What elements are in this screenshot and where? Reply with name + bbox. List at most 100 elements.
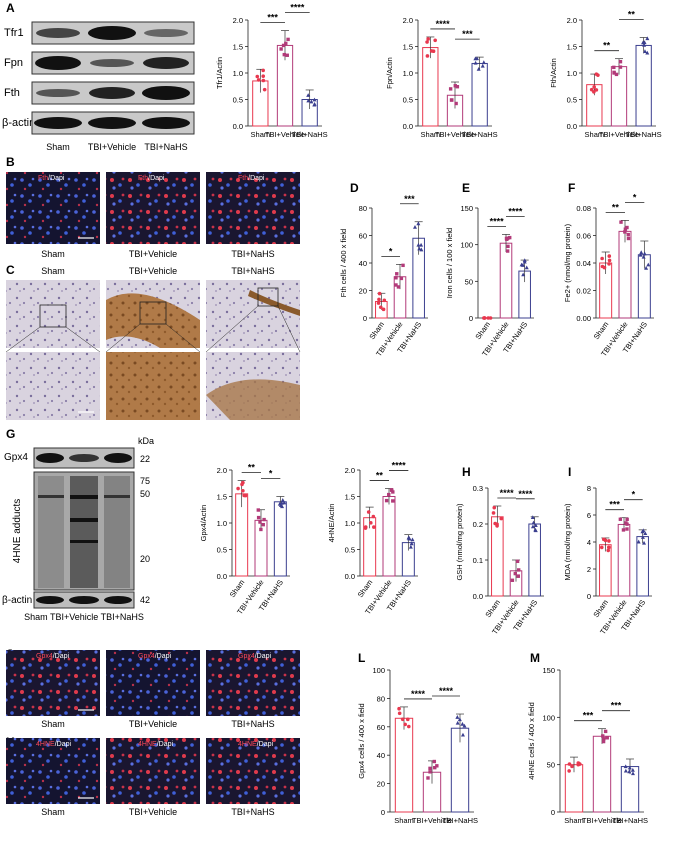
micrograph-sham: [6, 738, 100, 804]
data-point: [261, 74, 266, 78]
data-point: [623, 230, 627, 234]
x-tick-label: TBI+Vehicle: [435, 130, 475, 139]
panel-letter-D: D: [350, 181, 359, 195]
y-tick-label: 150: [460, 204, 473, 213]
micrograph-nahs: [206, 650, 300, 716]
micrograph-row-J: Gpx4/Dapi Gpx4/Dapi Gpx4/Dapi Sham TBI+V…: [6, 650, 300, 729]
bar: [618, 230, 632, 319]
y-tick-label: 40: [359, 259, 367, 268]
data-point: [607, 545, 611, 550]
data-point: [387, 492, 391, 497]
data-point: [462, 723, 467, 728]
data-point: [491, 511, 496, 515]
y-tick-label: 1.0: [567, 69, 577, 78]
chart-A1: 0.0 0.5 1.0 1.5 2.0 Tfr1/Actin ShamTBI+Vehicle…: [215, 3, 328, 139]
data-point: [242, 493, 246, 498]
significance-label: ****: [500, 488, 515, 498]
data-point: [435, 764, 439, 768]
data-point: [505, 249, 510, 253]
data-point: [607, 539, 611, 543]
band: [89, 87, 135, 99]
ihc-lesion: [248, 290, 300, 316]
y-tick-label: 0.04: [576, 259, 591, 268]
micrograph-row-B: Fth/Dapi Fth/Dapi Fth/Dapi Sham TBI+Vehi…: [6, 172, 300, 259]
ihc-low-nahs: [206, 280, 300, 348]
x-tick-label: Sham: [421, 130, 441, 139]
data-point: [480, 63, 485, 68]
y-tick-label: 0.0: [567, 122, 577, 131]
data-point: [280, 498, 285, 502]
data-point: [640, 535, 645, 539]
bar: [491, 516, 504, 597]
data-point: [639, 250, 644, 255]
micrograph-caption: TBI+NaHS: [231, 249, 274, 259]
y-axis-label: Gpx4/Actin: [199, 505, 208, 542]
significance-label: **: [248, 463, 256, 473]
data-point: [416, 242, 421, 247]
bar: [599, 544, 612, 597]
y-tick-label: 20: [377, 780, 385, 789]
stain-label: Fth/Dapi: [138, 175, 165, 182]
micrograph-caption: TBI+NaHS: [231, 719, 274, 729]
chart-A3: 0.0 0.5 1.0 1.5 2.0 Fth/Actin ShamTBI+VehicleT…: [549, 9, 662, 139]
data-point: [460, 732, 465, 737]
data-point: [429, 49, 434, 53]
significance-label: ***: [404, 194, 415, 204]
y-tick-label: 2.0: [345, 466, 355, 475]
data-point: [394, 283, 398, 287]
y-tick-label: 0.02: [576, 287, 591, 296]
data-point: [627, 765, 632, 770]
micrograph-vehicle: [106, 172, 200, 244]
x-tick-label: TBI+NaHS: [462, 130, 498, 139]
micrograph-sham: [6, 650, 100, 716]
bar: [592, 735, 612, 813]
data-point: [397, 706, 401, 711]
data-point: [306, 93, 311, 97]
blot-row-label-fth: Fth: [4, 87, 20, 99]
stain-label: Fth/Dapi: [38, 175, 65, 182]
x-tick-label: TBI+Vehicle: [599, 130, 639, 139]
micrograph-caption: TBI+Vehicle: [129, 249, 177, 259]
y-tick-label: 50: [547, 761, 555, 770]
significance-label: ****: [411, 689, 426, 699]
data-point: [384, 498, 389, 503]
x-tick-label: Sham: [251, 130, 271, 139]
y-tick-label: 0.08: [576, 204, 591, 213]
data-point: [378, 305, 383, 310]
data-point: [600, 256, 604, 261]
micrograph-caption: Sham: [41, 719, 65, 729]
band: [90, 59, 134, 67]
micrograph-caption: TBI+NaHS: [231, 807, 274, 817]
data-point: [642, 251, 647, 256]
x-tick-label: Sham: [564, 816, 584, 825]
y-axis-label: Iron cells / 100 x field: [445, 228, 454, 298]
ihc-caption: Sham: [41, 266, 65, 276]
y-tick-label: 1.5: [233, 43, 243, 52]
blot-group-sham: Sham: [46, 142, 70, 152]
blot-row-label-fpn: Fpn: [4, 57, 23, 69]
panel-letter-M: M: [530, 651, 540, 665]
y-tick-label: 0: [469, 314, 473, 323]
y-tick-label: 0.1: [473, 556, 483, 565]
data-point: [642, 540, 647, 545]
zoom-box: [139, 301, 167, 325]
micrograph-nahs: [206, 172, 300, 244]
data-point: [262, 517, 266, 522]
data-point: [625, 517, 629, 522]
data-point: [495, 524, 499, 528]
data-point: [601, 537, 606, 542]
significance-label: **: [603, 41, 611, 51]
data-point: [400, 717, 405, 722]
data-point: [492, 505, 497, 510]
y-tick-label: 6: [587, 511, 591, 520]
data-point: [425, 54, 430, 58]
x-tick-label: Sham: [367, 320, 386, 341]
data-point: [612, 65, 616, 70]
y-tick-label: 0.5: [403, 96, 413, 105]
y-tick-label: 8: [587, 484, 591, 493]
data-point: [476, 66, 481, 71]
data-point: [530, 524, 535, 529]
data-point: [627, 769, 632, 774]
x-tick-label: TBI+NaHS: [612, 816, 648, 825]
y-tick-label: 2.0: [567, 16, 577, 25]
